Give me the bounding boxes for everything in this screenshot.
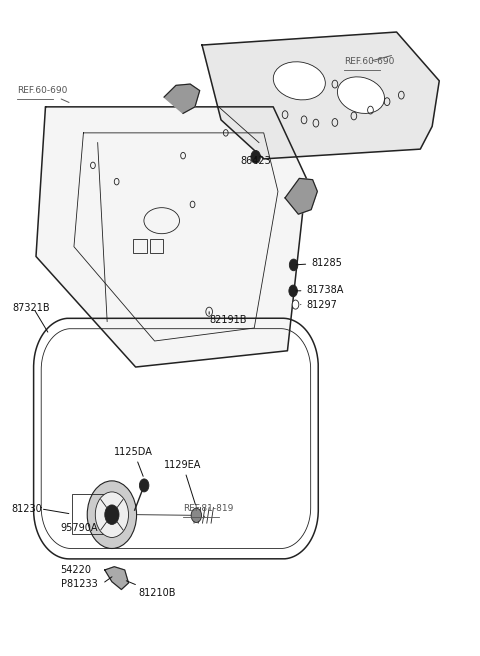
Text: 81738A: 81738A (296, 285, 344, 295)
Text: REF.60-690: REF.60-690 (17, 86, 69, 102)
Text: 95790A: 95790A (60, 523, 98, 533)
FancyBboxPatch shape (150, 239, 163, 253)
Text: 81297: 81297 (300, 300, 337, 310)
Ellipse shape (144, 208, 180, 234)
Circle shape (191, 508, 202, 522)
Text: REF.60-690: REF.60-690 (344, 56, 395, 66)
Polygon shape (105, 567, 129, 590)
Circle shape (87, 481, 137, 548)
Text: 82191B: 82191B (209, 315, 247, 325)
Circle shape (139, 479, 149, 492)
Polygon shape (36, 107, 306, 367)
Circle shape (289, 259, 298, 271)
Ellipse shape (337, 77, 384, 113)
Text: 86423: 86423 (240, 157, 271, 167)
Ellipse shape (273, 62, 325, 100)
Text: 1129EA: 1129EA (164, 460, 202, 505)
Text: 81230: 81230 (12, 504, 42, 514)
Circle shape (96, 492, 129, 537)
Polygon shape (202, 32, 439, 159)
Circle shape (105, 505, 119, 524)
FancyBboxPatch shape (133, 239, 146, 253)
Text: P81233: P81233 (60, 579, 97, 588)
Circle shape (289, 285, 298, 297)
Text: 87321B: 87321B (12, 304, 50, 314)
Text: 54220: 54220 (60, 565, 92, 575)
Polygon shape (164, 84, 200, 113)
Text: 1125DA: 1125DA (114, 447, 153, 476)
Polygon shape (285, 178, 317, 214)
Text: 81285: 81285 (296, 258, 342, 268)
Circle shape (251, 150, 261, 163)
Text: REF.81-819: REF.81-819 (183, 504, 233, 519)
Circle shape (292, 300, 299, 309)
Text: 81210B: 81210B (126, 581, 176, 598)
